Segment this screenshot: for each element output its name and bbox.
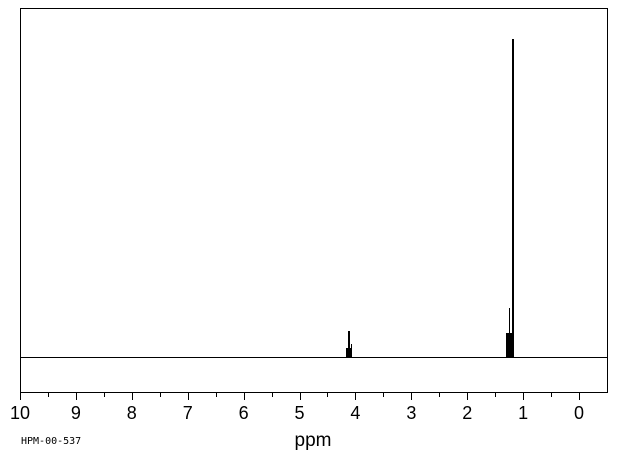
peak-line-multiplet-1ppm-envelope (506, 333, 515, 357)
x-tick-label: 9 (70, 403, 81, 423)
x-tick-label: 1 (518, 403, 529, 423)
x-major-tick (243, 393, 245, 400)
x-minor-tick (159, 393, 161, 397)
peak-line-multiplet-4ppm-line-right (351, 344, 352, 357)
x-tick-label: 4 (350, 403, 361, 423)
x-major-tick (411, 393, 413, 400)
x-tick-label: 2 (462, 403, 473, 423)
x-major-tick (299, 393, 301, 400)
x-minor-tick (551, 393, 553, 397)
peak-line-multiplet-1ppm-line-left (509, 308, 511, 357)
x-minor-tick (47, 393, 49, 397)
x-minor-tick (271, 393, 273, 397)
peak-line-multiplet-1ppm-line-main (511, 39, 514, 357)
x-tick-label: 5 (294, 403, 305, 423)
x-major-tick (579, 393, 581, 400)
x-major-tick (467, 393, 469, 400)
x-tick-label: 0 (574, 403, 585, 423)
x-tick-label: 3 (406, 403, 417, 423)
x-minor-tick (439, 393, 441, 397)
x-minor-tick (215, 393, 217, 397)
x-axis-label: ppm (294, 430, 332, 451)
sample-id-label: HPM-00-537 (21, 436, 82, 447)
x-tick-label: 7 (182, 403, 193, 423)
x-major-tick (187, 393, 189, 400)
plot-area (20, 8, 608, 393)
x-minor-tick (383, 393, 385, 397)
x-minor-tick (495, 393, 497, 397)
x-minor-tick (103, 393, 105, 397)
spectrum-baseline (20, 357, 608, 358)
x-tick-label: 8 (126, 403, 137, 423)
x-major-tick (75, 393, 77, 400)
x-major-tick (355, 393, 357, 400)
x-minor-tick (327, 393, 329, 397)
x-major-tick (20, 393, 21, 400)
x-tick-label: 10 (9, 403, 31, 423)
x-major-tick (131, 393, 133, 400)
x-major-tick (523, 393, 525, 400)
x-tick-label: 6 (238, 403, 249, 423)
peak-line-multiplet-4ppm-line-main (347, 331, 350, 357)
